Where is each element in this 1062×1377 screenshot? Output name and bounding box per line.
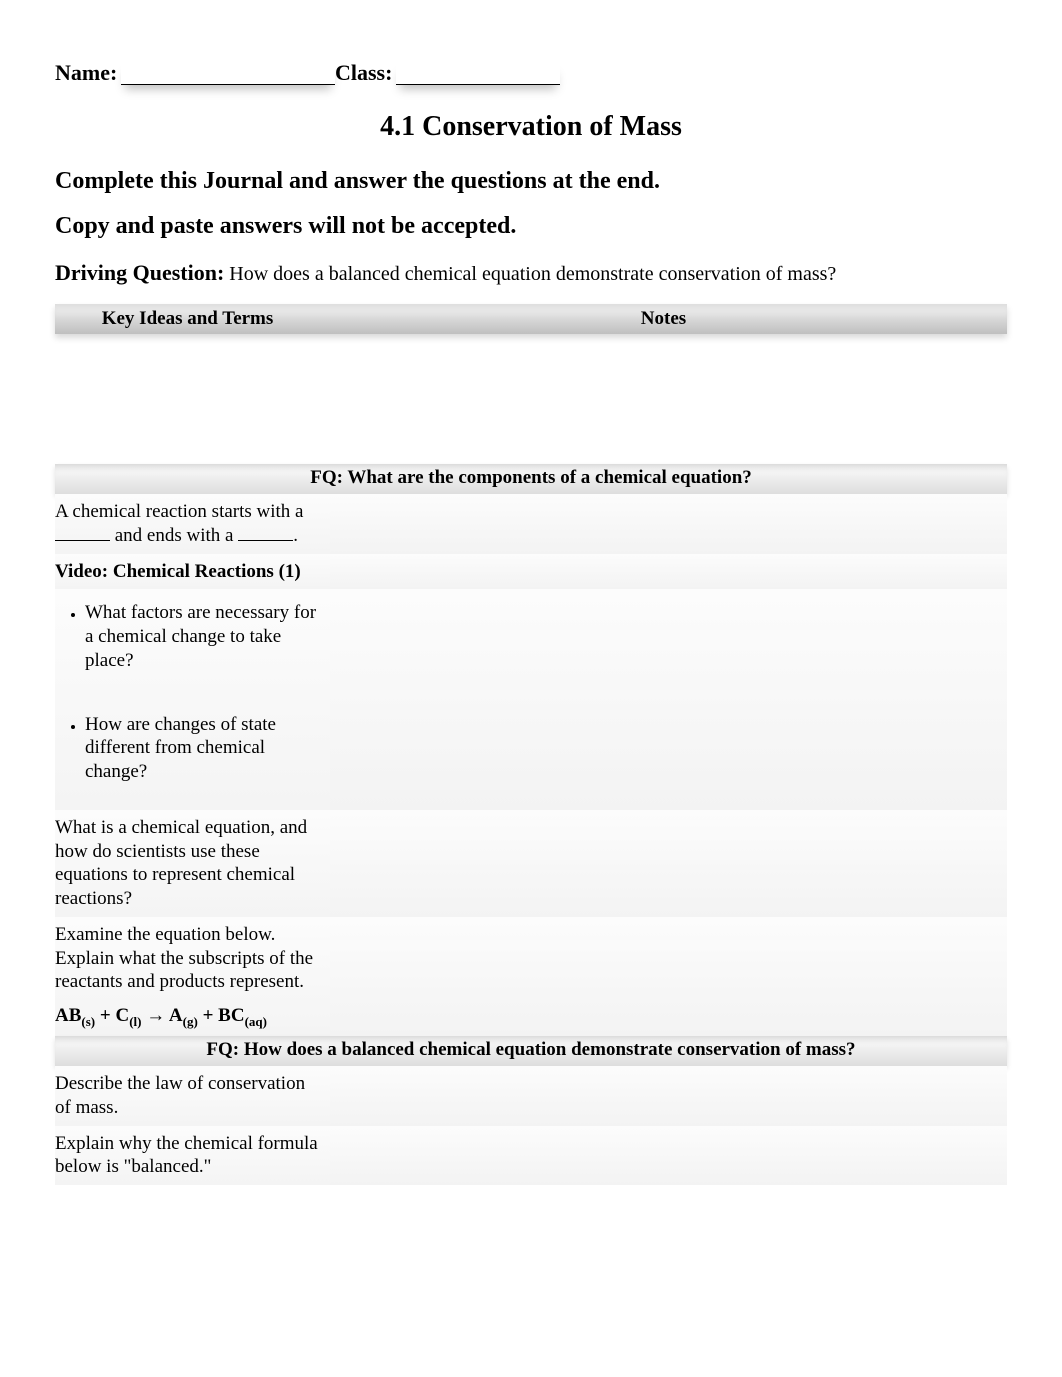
notes-cell[interactable]	[330, 917, 1007, 1036]
column-headers: Key Ideas and Terms Notes	[55, 304, 1007, 334]
name-input-line[interactable]	[121, 62, 335, 85]
notes-cell[interactable]	[330, 494, 1007, 554]
notes-cell[interactable]	[330, 554, 1007, 590]
video-heading: Video: Chemical Reactions (1)	[55, 554, 330, 590]
focus-question-1: FQ: What are the components of a chemica…	[55, 464, 1007, 494]
eq-s3: (g)	[183, 1014, 198, 1029]
table-row: Describe the law of conservation of mass…	[55, 1066, 1007, 1126]
notes-cell[interactable]	[330, 810, 1007, 917]
table-row: A chemical reaction starts with a and en…	[55, 494, 1007, 554]
spacer	[55, 334, 1007, 464]
prompt-law-conservation: Describe the law of conservation of mass…	[55, 1066, 330, 1126]
focus-question-2: FQ: How does a balanced chemical equatio…	[55, 1036, 1007, 1066]
chemical-equation: AB(s) + C(l) → A(g) + BC(aq)	[55, 1004, 320, 1030]
prompt-balanced: Explain why the chemical formula below i…	[55, 1126, 330, 1186]
table-row: What factors are necessary for a chemica…	[55, 589, 1007, 810]
table-row: Examine the equation below. Explain what…	[55, 917, 1007, 1036]
prompt-examine-equation: Examine the equation below. Explain what…	[55, 917, 330, 1036]
text-post: .	[293, 525, 298, 546]
class-field: Class:	[335, 60, 560, 86]
name-field: Name:	[55, 60, 335, 86]
eq-s2: (l)	[129, 1014, 141, 1029]
bullet-item-2: How are changes of state different from …	[85, 713, 320, 784]
table-row: What is a chemical equation, and how do …	[55, 810, 1007, 917]
driving-question-text: How does a balanced chemical equation de…	[224, 263, 836, 285]
eq-t3: → A	[141, 1005, 182, 1026]
prompt-reactant-product: A chemical reaction starts with a and en…	[55, 494, 330, 554]
driving-question: Driving Question: How does a balanced ch…	[55, 260, 1007, 286]
text-pre: A chemical reaction starts with a	[55, 501, 304, 522]
bullet-list: What factors are necessary for a chemica…	[55, 601, 320, 784]
name-label: Name:	[55, 60, 117, 86]
table-row: Explain why the chemical formula below i…	[55, 1126, 1007, 1186]
eq-t2: + C	[95, 1005, 129, 1026]
blank-2[interactable]	[238, 526, 293, 541]
examine-text: Examine the equation below. Explain what…	[55, 923, 320, 994]
class-input-line[interactable]	[396, 62, 560, 85]
text-mid: and ends with a	[110, 525, 238, 546]
notes-cell[interactable]	[330, 1066, 1007, 1126]
notes-cell[interactable]	[330, 1126, 1007, 1186]
eq-t4: + BC	[198, 1005, 245, 1026]
eq-s4: (aq)	[245, 1014, 267, 1029]
column-header-right: Notes	[320, 308, 1007, 330]
class-label: Class:	[335, 60, 392, 86]
eq-s1: (s)	[81, 1014, 95, 1029]
instruction-1: Complete this Journal and answer the que…	[55, 168, 1007, 195]
notes-cell[interactable]	[330, 589, 1007, 810]
column-header-left: Key Ideas and Terms	[55, 308, 320, 330]
bullet-item-1: What factors are necessary for a chemica…	[85, 601, 320, 672]
eq-t1: AB	[55, 1005, 81, 1026]
blank-1[interactable]	[55, 526, 110, 541]
page-title: 4.1 Conservation of Mass	[55, 111, 1007, 143]
driving-question-label: Driving Question:	[55, 260, 224, 285]
header-fields: Name: Class:	[55, 60, 1007, 86]
instruction-2: Copy and paste answers will not be accep…	[55, 213, 1007, 240]
prompt-bullets: What factors are necessary for a chemica…	[55, 589, 330, 810]
prompt-chemical-equation: What is a chemical equation, and how do …	[55, 810, 330, 917]
table-row: Video: Chemical Reactions (1)	[55, 554, 1007, 590]
